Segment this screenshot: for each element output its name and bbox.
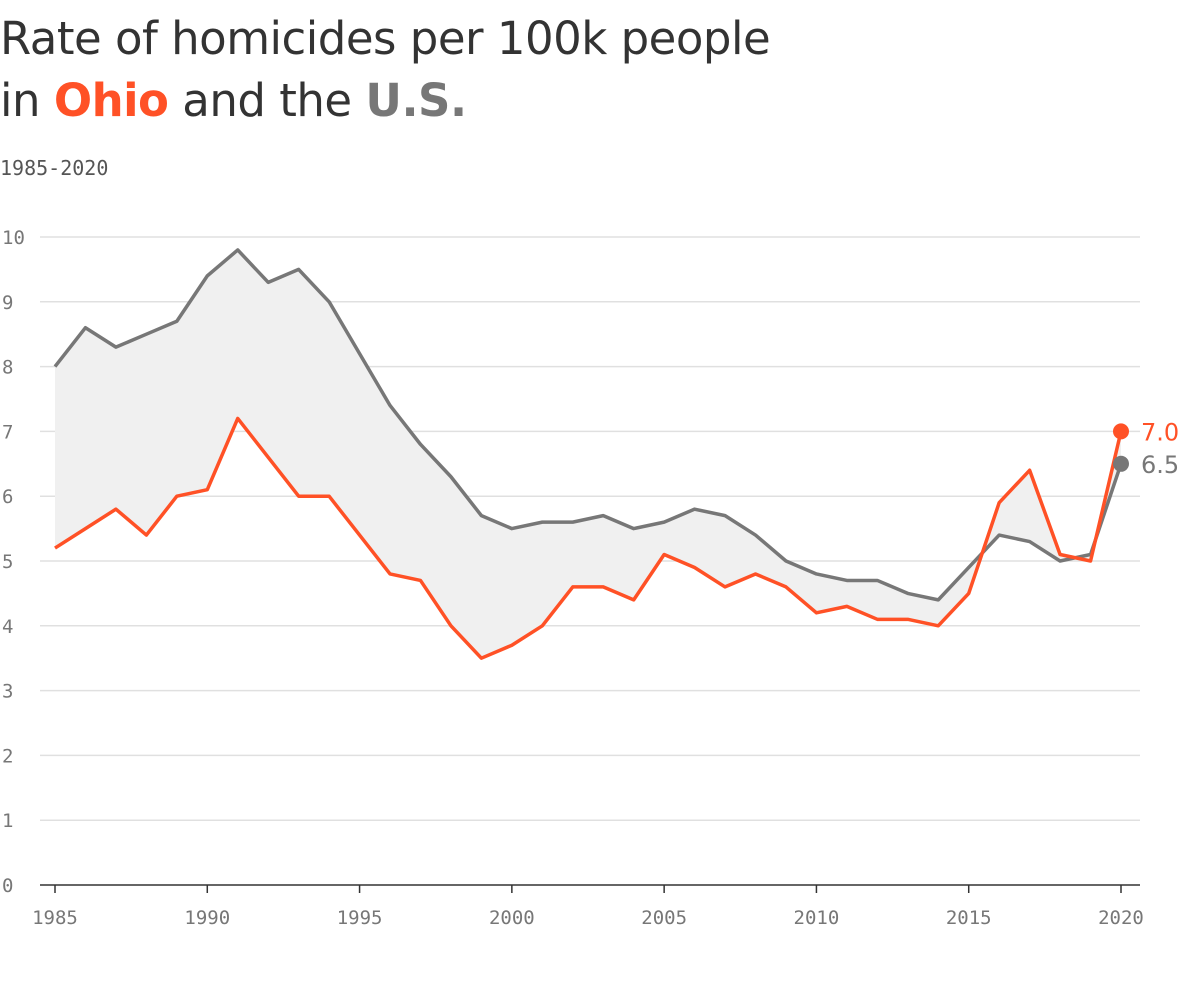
- title-line-1: Rate of homicides per 100k people: [0, 12, 771, 65]
- y-tick-label: 3: [2, 681, 13, 703]
- y-tick-label: 8: [2, 357, 13, 379]
- x-tick-label: 1985: [32, 907, 78, 929]
- x-tick-label: 2005: [641, 907, 687, 929]
- title-ohio: Ohio: [53, 74, 169, 127]
- chart-title: Rate of homicides per 100k people in Ohi…: [0, 8, 771, 132]
- y-tick-label: 7: [2, 421, 13, 443]
- end-value-label: 6.5: [1141, 451, 1179, 479]
- title-us: U.S.: [365, 74, 467, 127]
- x-tick-label: 2020: [1098, 907, 1144, 929]
- series-line-ohio: [54, 416, 1123, 660]
- title-line-2: in Ohio and the U.S.: [0, 70, 770, 132]
- x-tick-label: 2015: [946, 907, 992, 929]
- y-tick-label: 5: [2, 551, 13, 573]
- y-tick-label: 9: [2, 292, 13, 314]
- series-line-us: [53, 248, 1123, 602]
- end-point-marker: [1113, 423, 1129, 440]
- y-tick-label: 4: [2, 616, 13, 638]
- end-value-label: 7.0: [1141, 418, 1179, 446]
- y-tick-label: 1: [2, 810, 13, 832]
- y-tick-label: 2: [2, 745, 13, 767]
- x-tick-label: 2000: [489, 907, 535, 929]
- end-point-marker: [1113, 455, 1129, 472]
- y-tick-label: 10: [2, 227, 25, 249]
- title-prefix: in: [0, 74, 54, 127]
- title-middle: and the: [168, 74, 366, 127]
- y-tick-label: 6: [2, 486, 13, 508]
- x-tick-label: 2010: [794, 907, 840, 929]
- x-tick-label: 1995: [337, 907, 383, 929]
- chart-subtitle: 1985-2020: [0, 156, 109, 180]
- x-tick-label: 1990: [184, 907, 230, 929]
- y-tick-label: 0: [2, 875, 13, 897]
- area-between-series: [55, 249, 1121, 659]
